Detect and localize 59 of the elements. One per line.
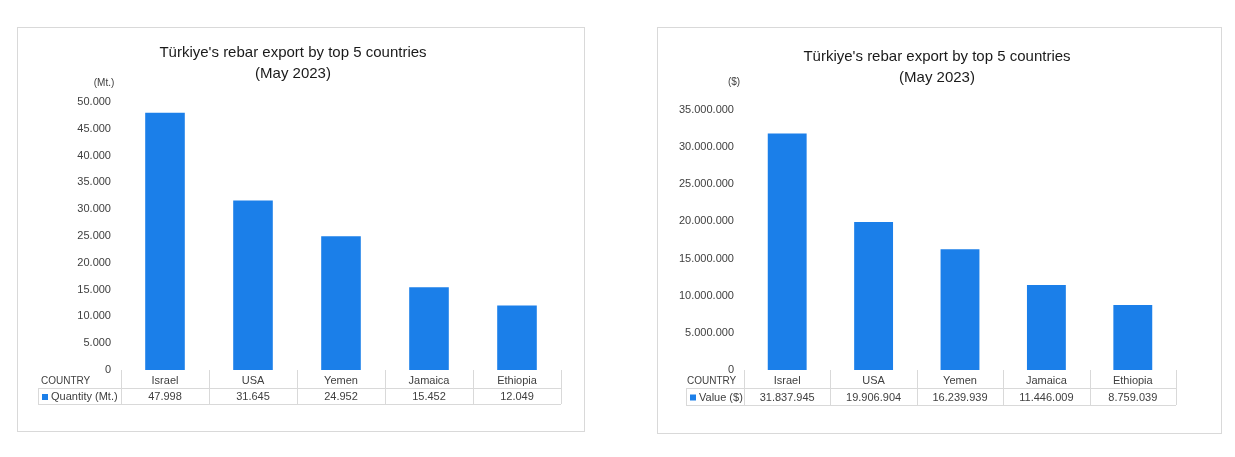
bar <box>321 236 361 370</box>
y-tick-label: 10.000.000 <box>678 288 734 301</box>
x-tick-label: Israel <box>151 373 179 386</box>
legend-label: Value ($) <box>699 390 743 403</box>
data-label: 16.239.939 <box>932 390 988 403</box>
y-tick-label: 0 <box>104 363 111 376</box>
bar <box>940 249 980 370</box>
x-tick-label: USA <box>862 373 886 386</box>
bar <box>767 133 807 370</box>
data-label: 8.759.039 <box>1108 390 1158 403</box>
bar <box>233 200 273 370</box>
y-tick-label: 15.000.000 <box>678 251 734 264</box>
bar <box>854 222 894 370</box>
bar <box>1026 284 1066 370</box>
chart-subtitle: (May 2023) <box>255 64 331 82</box>
y-tick-label: 20.000 <box>77 255 111 268</box>
y-tick-label: 30.000 <box>77 202 111 215</box>
y-tick-label: 35.000 <box>77 175 111 188</box>
y-tick-label: 20.000.000 <box>678 214 734 227</box>
chart-subtitle: (May 2023) <box>899 68 975 86</box>
data-label: 11.446.009 <box>1019 390 1074 403</box>
y-tick-label: 15.000 <box>77 282 111 295</box>
y-tick-label: 5.000 <box>83 336 111 349</box>
data-label: 47.998 <box>148 390 182 403</box>
x-axis-title: COUNTRY <box>41 374 91 386</box>
chart-title: Türkiye's rebar export by top 5 countries <box>159 43 427 61</box>
bar <box>145 112 185 370</box>
y-axis-title: ($) <box>727 75 741 87</box>
x-tick-label: Yemen <box>943 373 977 386</box>
x-tick-label: Ethiopia <box>497 373 538 386</box>
x-tick-label: Jamaica <box>408 373 451 386</box>
bar <box>497 305 537 370</box>
y-tick-label: 30.000.000 <box>678 140 734 153</box>
y-tick-label: 35.000.000 <box>678 103 734 116</box>
y-tick-label: 45.000 <box>77 121 111 134</box>
y-axis-title: (Mt.) <box>93 76 115 88</box>
bar <box>409 287 449 370</box>
y-tick-label: 25.000 <box>77 229 111 242</box>
y-tick-label: 40.000 <box>77 148 111 161</box>
data-label: 31.645 <box>236 390 270 403</box>
x-tick-label: USA <box>241 373 265 386</box>
data-label: 31.837.945 <box>759 390 815 403</box>
y-tick-label: 10.000 <box>77 309 111 322</box>
x-tick-label: Israel <box>773 373 801 386</box>
data-label: 12.049 <box>500 390 534 403</box>
x-tick-label: Yemen <box>324 373 358 386</box>
chart-title: Türkiye's rebar export by top 5 countries <box>803 47 1071 65</box>
x-tick-label: Jamaica <box>1025 373 1068 386</box>
data-label: 15.452 <box>412 390 446 403</box>
y-tick-label: 25.000.000 <box>678 177 734 190</box>
data-label: 24.952 <box>324 390 358 403</box>
legend-label: Quantity (Mt.) <box>51 390 118 403</box>
y-tick-label: 50.000 <box>77 95 111 108</box>
x-tick-label: Ethiopia <box>1112 373 1154 386</box>
y-tick-label: 0 <box>727 363 734 376</box>
y-tick-label: 5.000.000 <box>685 325 734 338</box>
x-axis-title: COUNTRY <box>687 374 737 386</box>
data-label: 19.906.904 <box>846 390 902 403</box>
bar <box>1113 304 1153 370</box>
